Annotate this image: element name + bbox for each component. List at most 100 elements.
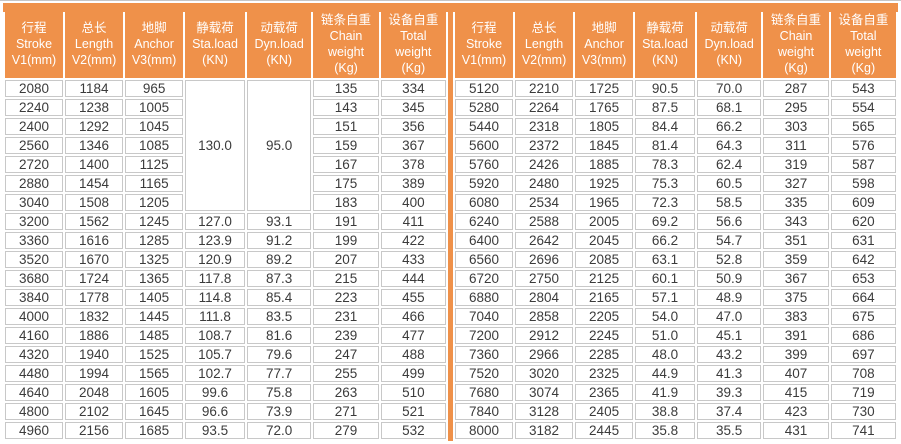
table-cell: 5760 xyxy=(455,156,514,173)
table-cell: 81.4 xyxy=(635,137,695,154)
table-cell: 1285 xyxy=(125,232,184,249)
table-cell: 1325 xyxy=(125,251,184,268)
table-cell: 1485 xyxy=(125,327,184,344)
table-cell: 1184 xyxy=(65,80,124,97)
table-cell: 411 xyxy=(380,213,446,230)
table-cell: 2165 xyxy=(575,289,634,306)
table-cell: 7360 xyxy=(455,346,514,363)
table-cell: 105.7 xyxy=(185,346,245,363)
table-cell: 400 xyxy=(380,194,446,211)
table-cell: 8000 xyxy=(455,422,514,439)
table-cell: 2534 xyxy=(515,194,574,211)
table-cell: 1045 xyxy=(125,118,184,135)
table-cell: 4320 xyxy=(5,346,64,363)
table-cell: 120.9 xyxy=(185,251,245,268)
table-cell: 207 xyxy=(313,251,379,268)
table-cell: 4480 xyxy=(5,365,64,382)
table-cell: 2588 xyxy=(515,213,574,230)
table-cell: 87.3 xyxy=(246,270,312,287)
table-cell: 1245 xyxy=(125,213,184,230)
table-cell: 399 xyxy=(763,346,829,363)
table-cell: 159 xyxy=(313,137,379,154)
table-header-left: 行程 Stroke V1(mm) 总长 Length V2(mm) 地脚 Ancho… xyxy=(5,10,446,78)
table-cell: 4160 xyxy=(5,327,64,344)
table-cell: 2372 xyxy=(515,137,574,154)
table-row: 2400 1292 1045 151 356 xyxy=(5,118,446,135)
table-cell: 199 xyxy=(313,232,379,249)
table-cell: 3360 xyxy=(5,232,64,249)
table-cell: 375 xyxy=(763,289,829,306)
table-cell: 287 xyxy=(763,80,829,97)
table-cell: 114.8 xyxy=(185,289,245,306)
table-cell: 2285 xyxy=(575,346,634,363)
table-cell: 35.5 xyxy=(696,422,762,439)
table-cell: 1765 xyxy=(575,99,634,116)
column-header: 总长 Length V2(mm) xyxy=(515,10,574,78)
table-cell: 1645 xyxy=(125,403,184,420)
table-cell: 1238 xyxy=(65,99,124,116)
table-row: 7680 3074 2365 41.9 39.3 415 719 xyxy=(455,384,896,401)
column-header: 行程 Stroke V1(mm) xyxy=(455,10,514,78)
table-cell: 5120 xyxy=(455,80,514,97)
spec-table-right: 行程 Stroke V1(mm) 总长 Length V2(mm) 地脚 Ancho… xyxy=(453,8,898,441)
table-cell: 3040 xyxy=(5,194,64,211)
table-cell: 41.3 xyxy=(696,365,762,382)
table-cell: 87.5 xyxy=(635,99,695,116)
table-cell: 62.4 xyxy=(696,156,762,173)
table-cell: 2325 xyxy=(575,365,634,382)
table-cell: 3020 xyxy=(515,365,574,382)
table-cell: 356 xyxy=(380,118,446,135)
table-cell: 1845 xyxy=(575,137,634,154)
table-row: 3040 1508 1205 183 400 xyxy=(5,194,446,211)
table-cell: 1832 xyxy=(65,308,124,325)
table-cell: 1454 xyxy=(65,175,124,192)
table-cell: 2858 xyxy=(515,308,574,325)
table-cell: 1292 xyxy=(65,118,124,135)
table-cell: 295 xyxy=(763,99,829,116)
table-cell: 72.3 xyxy=(635,194,695,211)
table-cell: 7520 xyxy=(455,365,514,382)
header-row: 行程 Stroke V1(mm) 总长 Length V2(mm) 地脚 Ancho… xyxy=(455,10,896,78)
table-cell: 6560 xyxy=(455,251,514,268)
table-cell: 521 xyxy=(380,403,446,420)
table-cell: 2912 xyxy=(515,327,574,344)
table-cell: 2125 xyxy=(575,270,634,287)
table-cell: 1724 xyxy=(65,270,124,287)
table-cell: 664 xyxy=(830,289,896,306)
table-cell: 1205 xyxy=(125,194,184,211)
table-row: 4160 1886 1485 108.7 81.6 239 477 xyxy=(5,327,446,344)
header-row: 行程 Stroke V1(mm) 总长 Length V2(mm) 地脚 Ancho… xyxy=(5,10,446,78)
column-header: 设备自重 Total weight (Kg) xyxy=(830,10,896,78)
table-cell: 91.2 xyxy=(246,232,312,249)
table-cell: 2156 xyxy=(65,422,124,439)
column-header: 静载荷 Sta.load (KN) xyxy=(185,10,245,78)
table-cell: 117.8 xyxy=(185,270,245,287)
table-body-left: 2080 1184 965 130.0 95.0 135 334 2240 1238 1005 14… xyxy=(5,80,446,439)
table-cell: 83.5 xyxy=(246,308,312,325)
table-cell: 642 xyxy=(830,251,896,268)
table-cell: 1445 xyxy=(125,308,184,325)
table-cell: 576 xyxy=(830,137,896,154)
table-cell: 247 xyxy=(313,346,379,363)
table-cell: 1365 xyxy=(125,270,184,287)
table-cell: 51.0 xyxy=(635,327,695,344)
table-cell: 271 xyxy=(313,403,379,420)
table-cell: 6080 xyxy=(455,194,514,211)
table-cell: 335 xyxy=(763,194,829,211)
table-cell: 58.5 xyxy=(696,194,762,211)
table-cell: 45.1 xyxy=(696,327,762,344)
table-cell: 510 xyxy=(380,384,446,401)
table-cell: 2264 xyxy=(515,99,574,116)
table-cell: 415 xyxy=(763,384,829,401)
table-cell: 1165 xyxy=(125,175,184,192)
column-header: 设备自重 Total weight (Kg) xyxy=(380,10,446,78)
table-cell: 686 xyxy=(830,327,896,344)
table-row: 3200 1562 1245 127.0 93.1 191 411 xyxy=(5,213,446,230)
table-cell: 378 xyxy=(380,156,446,173)
table-cell: 7680 xyxy=(455,384,514,401)
table-cell: 90.5 xyxy=(635,80,695,97)
table-cell: 477 xyxy=(380,327,446,344)
table-cell: 2080 xyxy=(5,80,64,97)
table-cell: 2445 xyxy=(575,422,634,439)
column-header: 地脚 Anchor V3(mm) xyxy=(575,10,634,78)
